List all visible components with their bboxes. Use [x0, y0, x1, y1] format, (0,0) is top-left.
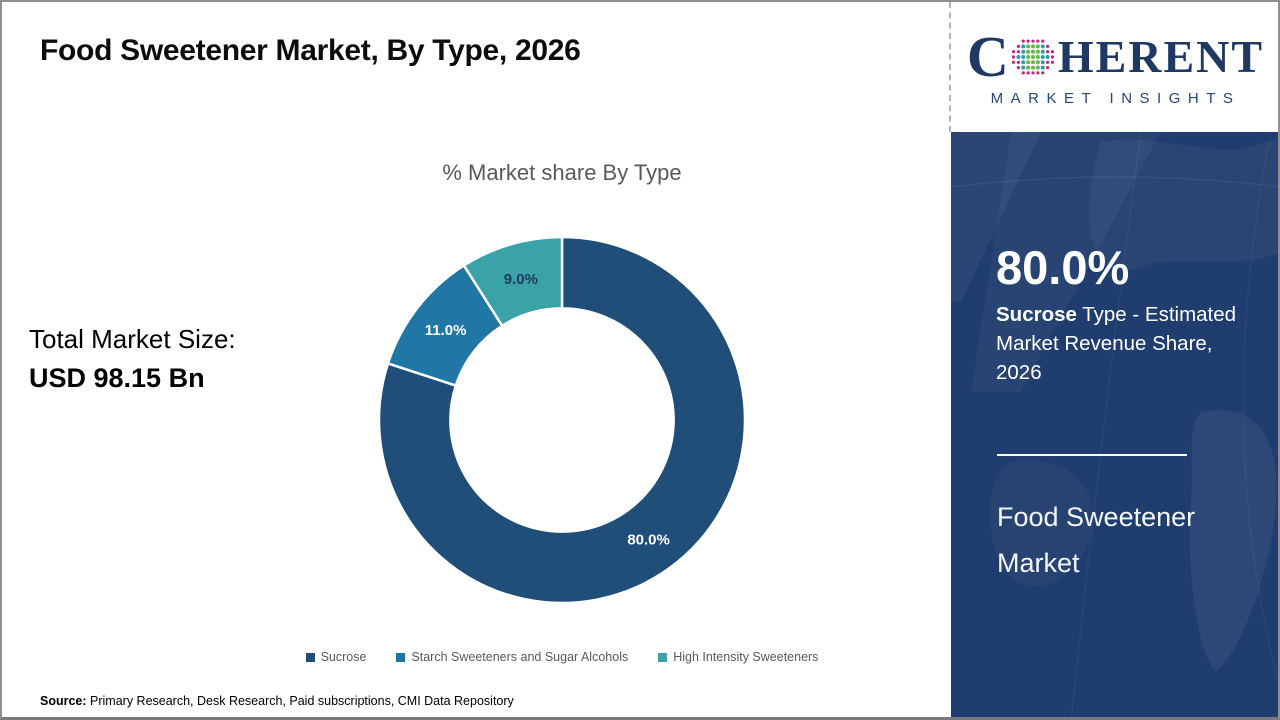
- donut-slice-1: [377, 235, 747, 605]
- sidebar-stat-value: 80.0%: [996, 241, 1130, 294]
- chart-title: % Market share By Type: [442, 160, 682, 185]
- total-market-size-value: USD 98.15 Bn: [29, 363, 205, 393]
- source-label: Source:: [40, 694, 87, 708]
- donut-slice-3: [462, 235, 564, 327]
- legend-item-3: High Intensity Sweeteners: [658, 650, 818, 664]
- source-text: Primary Research, Desk Research, Paid su…: [86, 694, 514, 708]
- sidebar-stat-description: Sucrose Type - Estimated Market Revenue …: [996, 300, 1254, 387]
- total-market-size-label: Total Market Size:: [29, 324, 236, 354]
- slice-label-1: 80.0%: [627, 531, 670, 548]
- dotted-globe-icon: [1011, 39, 1054, 74]
- legend-item-1: Sucrose: [305, 650, 367, 664]
- page-title: Food Sweetener Market, By Type, 2026: [40, 34, 581, 67]
- slice-label-3: 9.0%: [504, 271, 538, 288]
- brand-letter-c: C: [966, 23, 1009, 89]
- sidebar-stat-description-rest: Type - Estimated Market Revenue Share, 2…: [996, 303, 1237, 384]
- donut-chart: 80.0% 11.0% 9.0%: [377, 235, 747, 605]
- legend-item-2: Starch Sweeteners and Sugar Alcohols: [396, 650, 628, 664]
- sidebar-report-title: Food Sweetener Market: [997, 502, 1196, 578]
- legend-label-2: Starch Sweeteners and Sugar Alcohols: [411, 650, 629, 664]
- sidebar: 80.0% Sucrose Type - Estimated Market Re…: [951, 132, 1278, 717]
- brand-letters-rest: HERENT: [1057, 30, 1265, 82]
- legend-swatch-2: [396, 652, 406, 662]
- world-map-texture: [951, 132, 1278, 717]
- chart-legend: Sucrose Starch Sweeteners and Sugar Alcoh…: [162, 650, 962, 664]
- total-market-size: Total Market Size: USD 98.15 Bn: [29, 324, 236, 394]
- sidebar-divider: [997, 454, 1187, 456]
- slice-label-2: 11.0%: [425, 322, 467, 339]
- legend-label-1: Sucrose: [320, 650, 367, 664]
- legend-swatch-1: [305, 652, 315, 662]
- legend-label-3: High Intensity Sweeteners: [673, 650, 819, 664]
- source-note: Source: Primary Research, Desk Research,…: [40, 694, 514, 708]
- brand-wordmark: C HERENT: [966, 23, 1265, 89]
- sidebar-stat-category: Sucrose: [996, 303, 1077, 326]
- brand-subtitle: MARKET INSIGHTS: [990, 89, 1241, 107]
- legend-swatch-3: [658, 652, 668, 662]
- brand-logo: C HERENT MARKET INSIGHTS: [949, 2, 1278, 132]
